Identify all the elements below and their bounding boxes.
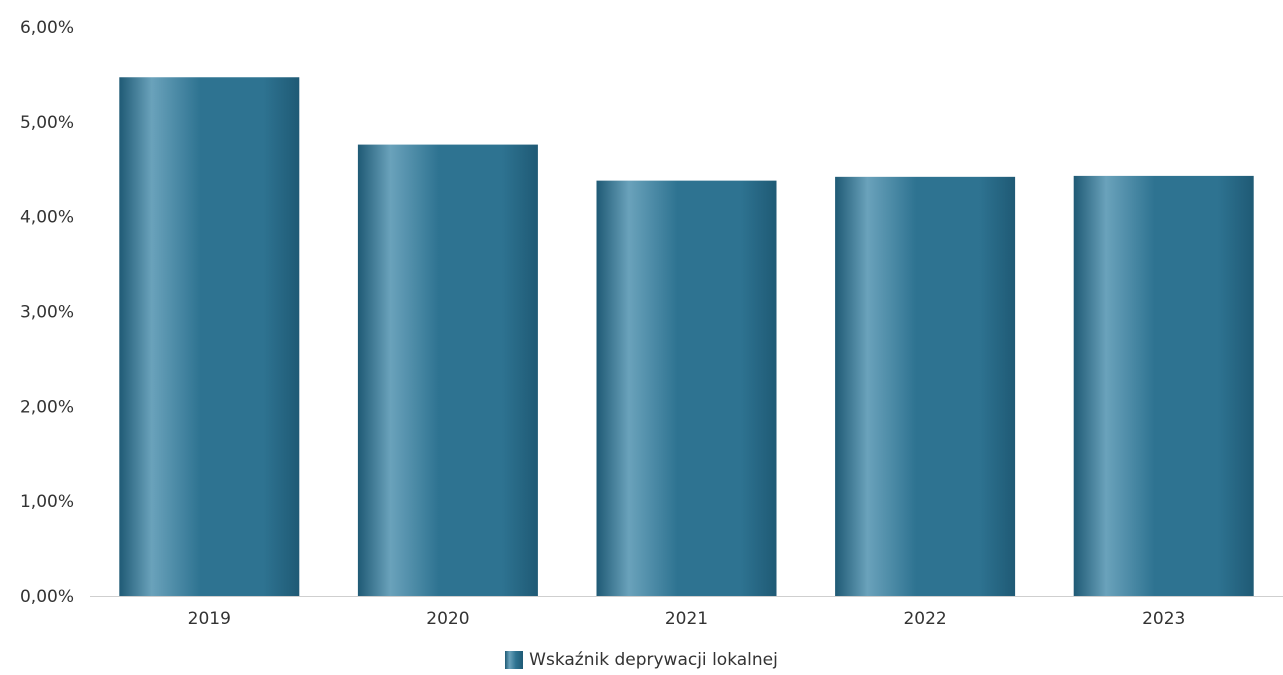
y-tick-label: 5,00% — [20, 113, 74, 133]
x-tick-label: 2019 — [188, 609, 231, 629]
bar-2021 — [596, 180, 777, 596]
bar-2023 — [1073, 175, 1254, 596]
y-tick-label: 3,00% — [20, 303, 74, 323]
x-axis: 2019 2020 2021 2022 2023 — [188, 609, 1186, 629]
bars-group — [119, 77, 1254, 597]
x-tick-label: 2023 — [1142, 609, 1185, 629]
bar-2019 — [119, 77, 300, 597]
y-tick-label: 0,00% — [20, 587, 74, 607]
legend: Wskaźnik deprywacji lokalnej — [0, 648, 1283, 672]
y-tick-label: 4,00% — [20, 208, 74, 228]
x-tick-label: 2022 — [903, 609, 946, 629]
bar-2022 — [835, 176, 1016, 596]
y-tick-label: 2,00% — [20, 397, 74, 417]
y-axis: 0,00% 1,00% 2,00% 3,00% 4,00% 5,00% 6,00% — [20, 18, 74, 607]
x-tick-label: 2021 — [665, 609, 708, 629]
legend-swatch — [505, 651, 524, 669]
bar-2020 — [357, 144, 538, 597]
y-tick-label: 1,00% — [20, 492, 74, 512]
y-tick-label: 6,00% — [20, 18, 74, 38]
x-tick-label: 2020 — [426, 609, 469, 629]
legend-label: Wskaźnik deprywacji lokalnej — [529, 650, 778, 670]
